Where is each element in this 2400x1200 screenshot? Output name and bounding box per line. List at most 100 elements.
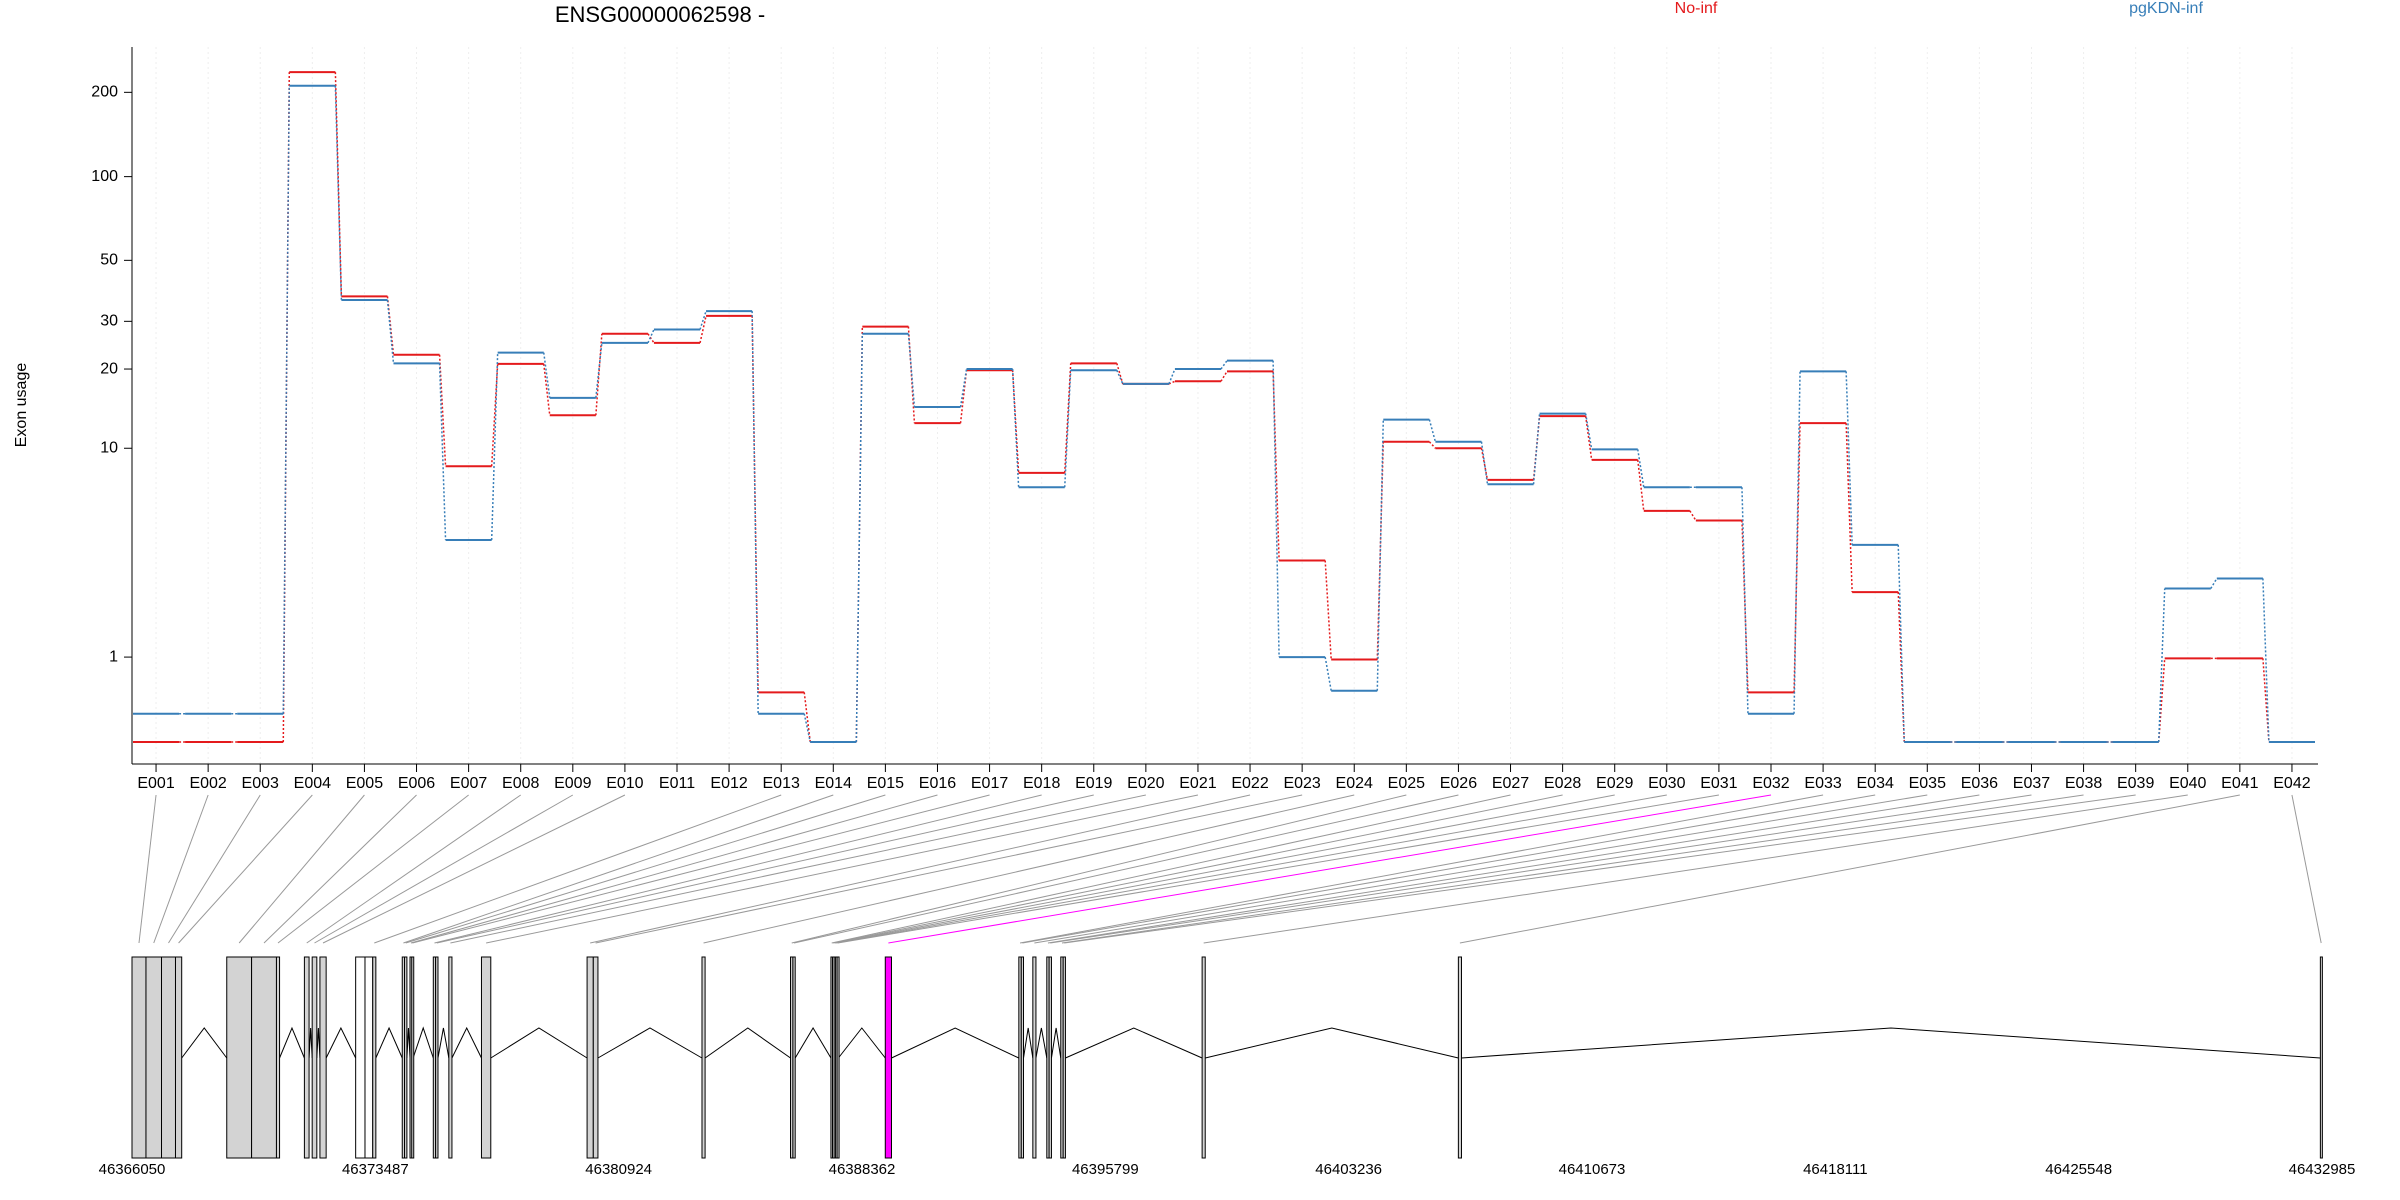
x-tick-label: 46418111 xyxy=(1803,1161,1868,1178)
x-tick-label: E009 xyxy=(554,775,591,792)
step-connector xyxy=(1272,360,1280,658)
exon xyxy=(161,956,176,1159)
intron xyxy=(1050,1027,1062,1059)
x-tick-label: E006 xyxy=(398,775,435,792)
exon-connector xyxy=(360,794,678,944)
exon-connector xyxy=(405,794,886,944)
step-connector xyxy=(1168,368,1176,385)
intron xyxy=(1023,1027,1034,1059)
x-tick-label: 46410673 xyxy=(1559,1161,1626,1178)
y-axis-label: Exon usage xyxy=(13,363,30,448)
step-connector xyxy=(751,311,759,714)
intron xyxy=(279,1026,305,1059)
x-tick-label: E042 xyxy=(2273,775,2310,792)
x-tick-label: E025 xyxy=(1388,775,1425,792)
step-connector xyxy=(2157,588,2166,743)
exon-connector xyxy=(888,794,1772,944)
step-connector xyxy=(1428,419,1437,442)
exon xyxy=(448,956,453,1159)
exon-connector xyxy=(412,794,990,944)
x-tick-label: E027 xyxy=(1492,775,1529,792)
step-connector xyxy=(543,363,551,416)
exon xyxy=(1201,956,1206,1159)
step-connector xyxy=(699,315,707,344)
step-connector xyxy=(334,85,343,301)
step-connector xyxy=(1741,487,1749,714)
step-connector xyxy=(1897,592,1905,743)
exon xyxy=(372,956,377,1159)
x-tick-label: 46388362 xyxy=(829,1161,896,1178)
intron xyxy=(597,1027,703,1059)
x-tick-label: 46403236 xyxy=(1315,1161,1382,1178)
step-connector xyxy=(647,329,655,344)
step-connector xyxy=(334,72,343,297)
intron xyxy=(704,1027,791,1059)
exon-connector xyxy=(306,794,521,944)
exon-connector xyxy=(168,794,261,944)
step-connector xyxy=(1376,419,1385,691)
step-connector xyxy=(595,333,603,416)
intron xyxy=(316,1027,321,1059)
y-tick-label: 200 xyxy=(91,84,118,101)
x-tick-label: E015 xyxy=(867,775,904,792)
step-connector xyxy=(1584,413,1593,450)
x-tick-label: E019 xyxy=(1075,775,1112,792)
exon-connector xyxy=(486,794,1199,944)
x-tick-label: E021 xyxy=(1179,775,1216,792)
exon xyxy=(303,956,310,1159)
exon xyxy=(1020,956,1025,1159)
step-connector xyxy=(2210,578,2218,589)
step-connector xyxy=(1116,363,1124,385)
exon-connector xyxy=(138,794,157,944)
intron xyxy=(891,1027,1020,1059)
step-connector xyxy=(1637,459,1645,511)
x-tick-label: E040 xyxy=(2169,775,2206,792)
exon-connector xyxy=(410,794,938,944)
x-tick-label: 46380924 xyxy=(585,1161,652,1178)
x-tick-label: E033 xyxy=(1804,775,1841,792)
intron xyxy=(308,1027,313,1059)
exon-connector xyxy=(450,794,1146,944)
y-tick-label: 10 xyxy=(100,439,118,456)
x-tick-label: E003 xyxy=(242,775,279,792)
step-connector xyxy=(1689,510,1697,521)
exon-connector xyxy=(703,794,1355,944)
intron xyxy=(181,1027,228,1059)
x-tick-label: E032 xyxy=(1752,775,1789,792)
exon xyxy=(319,956,327,1159)
step-connector xyxy=(1220,360,1228,370)
exon-connector xyxy=(436,794,1094,944)
x-tick-label: E007 xyxy=(450,775,487,792)
exon-connector xyxy=(277,794,469,944)
step-connector xyxy=(595,342,603,398)
exon-connector xyxy=(314,794,574,944)
x-tick-label: E036 xyxy=(1961,775,1998,792)
step-connector xyxy=(1011,368,1020,488)
step-connector xyxy=(1532,413,1541,485)
x-tick-label: E026 xyxy=(1440,775,1477,792)
step-connector xyxy=(1272,371,1280,561)
exon-connector xyxy=(238,794,365,944)
step-connector xyxy=(1011,370,1020,473)
chart-title: ENSG00000062598 - xyxy=(555,2,765,27)
x-tick-label: E011 xyxy=(659,775,695,792)
y-tick-label: 20 xyxy=(100,360,118,377)
exon xyxy=(1062,956,1066,1159)
x-tick-label: E038 xyxy=(2065,775,2102,792)
intron xyxy=(1035,1027,1048,1059)
step-connector xyxy=(1428,441,1436,449)
exon-connector xyxy=(1064,794,2136,944)
exon xyxy=(592,956,599,1159)
intron xyxy=(1205,1027,1459,1059)
intron xyxy=(437,1027,450,1059)
exon-connector xyxy=(1047,794,1980,944)
step-connector xyxy=(1845,371,1853,545)
exon-connector xyxy=(403,794,834,944)
x-tick-label: E037 xyxy=(2013,775,2050,792)
step-connector xyxy=(1063,370,1072,488)
step-connector xyxy=(543,352,551,398)
x-tick-label: E022 xyxy=(1231,775,1268,792)
step-connector xyxy=(490,363,499,467)
y-tick-label: 50 xyxy=(100,252,118,269)
